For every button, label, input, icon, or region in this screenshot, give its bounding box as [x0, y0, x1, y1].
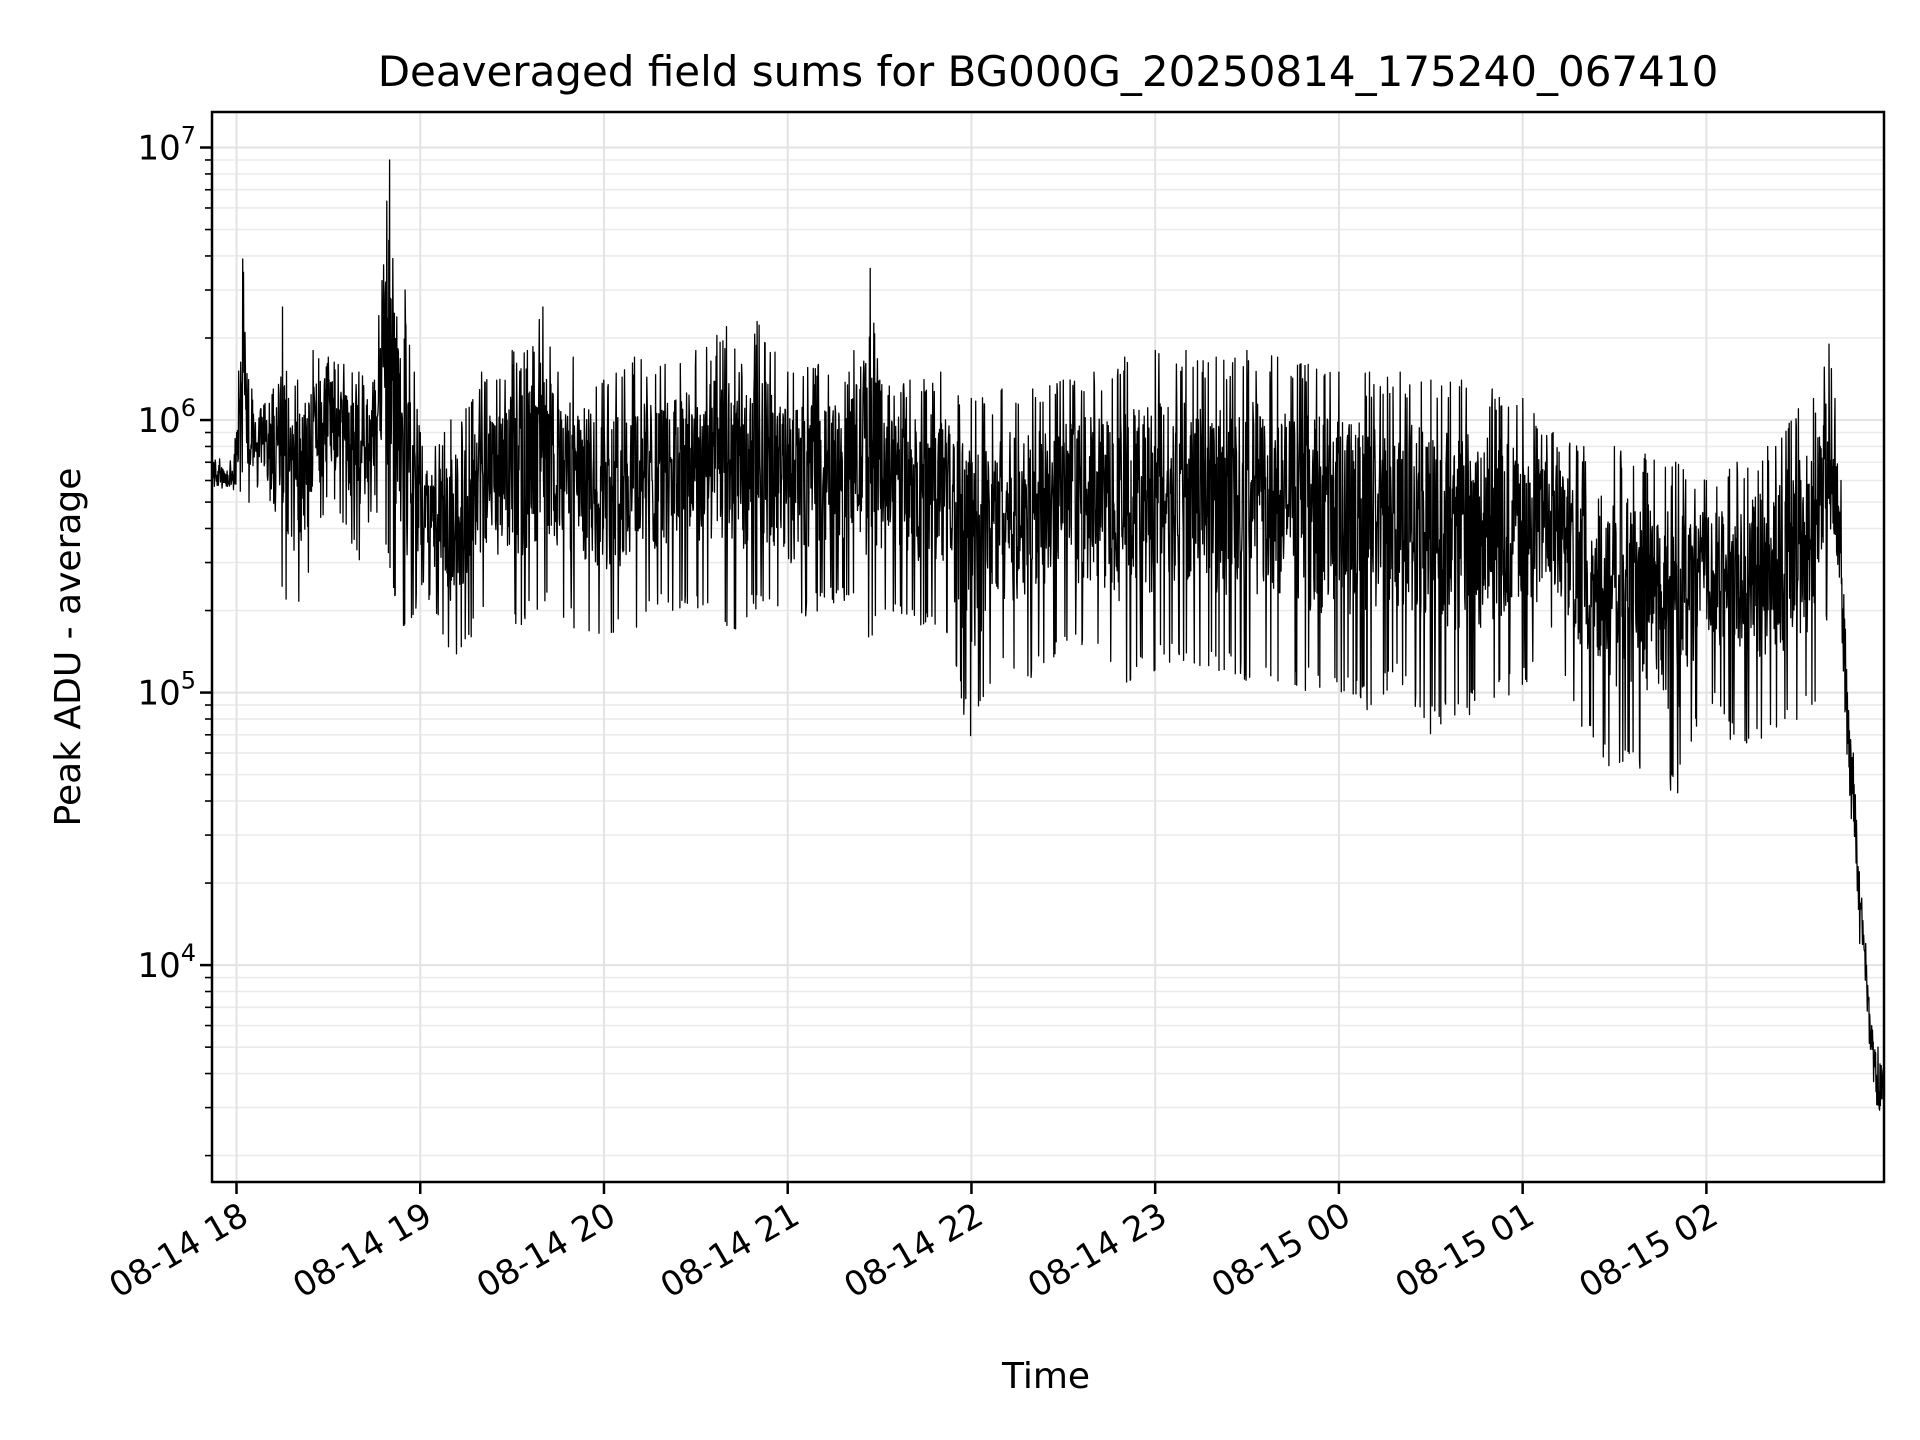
- x-tick-label: 08-14 23: [1021, 1195, 1173, 1306]
- y-tick-label: 107: [137, 122, 196, 169]
- plot-frame: [210, 110, 1886, 1184]
- y-tick-label: 106: [137, 394, 196, 441]
- chart-title: Deaveraged field sums for BG000G_2025081…: [378, 47, 1719, 96]
- x-axis-ticks: 08-14 18 08-14 19 08-14 20 08-14 21 08-14 22…: [103, 1182, 1725, 1306]
- x-tick-label: 08-14 21: [654, 1195, 806, 1306]
- series-line: [211, 159, 1885, 1111]
- x-tick-label: 08-15 02: [1572, 1195, 1724, 1306]
- major-gridlines: [212, 112, 1884, 1182]
- x-tick-label: 08-15 00: [1205, 1195, 1357, 1306]
- x-tick-label: 08-14 22: [838, 1195, 990, 1306]
- x-tick-label: 08-14 19: [286, 1195, 438, 1306]
- y-tick-label: 104: [137, 939, 196, 986]
- x-tick-label: 08-15 01: [1389, 1195, 1541, 1306]
- x-axis-label: Time: [1001, 1356, 1090, 1397]
- x-tick-label: 08-14 18: [103, 1195, 255, 1306]
- y-axis-label: Peak ADU - average: [48, 468, 89, 827]
- x-tick-label: 08-14 20: [470, 1195, 622, 1306]
- y-tick-label: 105: [137, 667, 196, 714]
- y-axis-ticks: 104 105 106 107: [137, 122, 212, 1157]
